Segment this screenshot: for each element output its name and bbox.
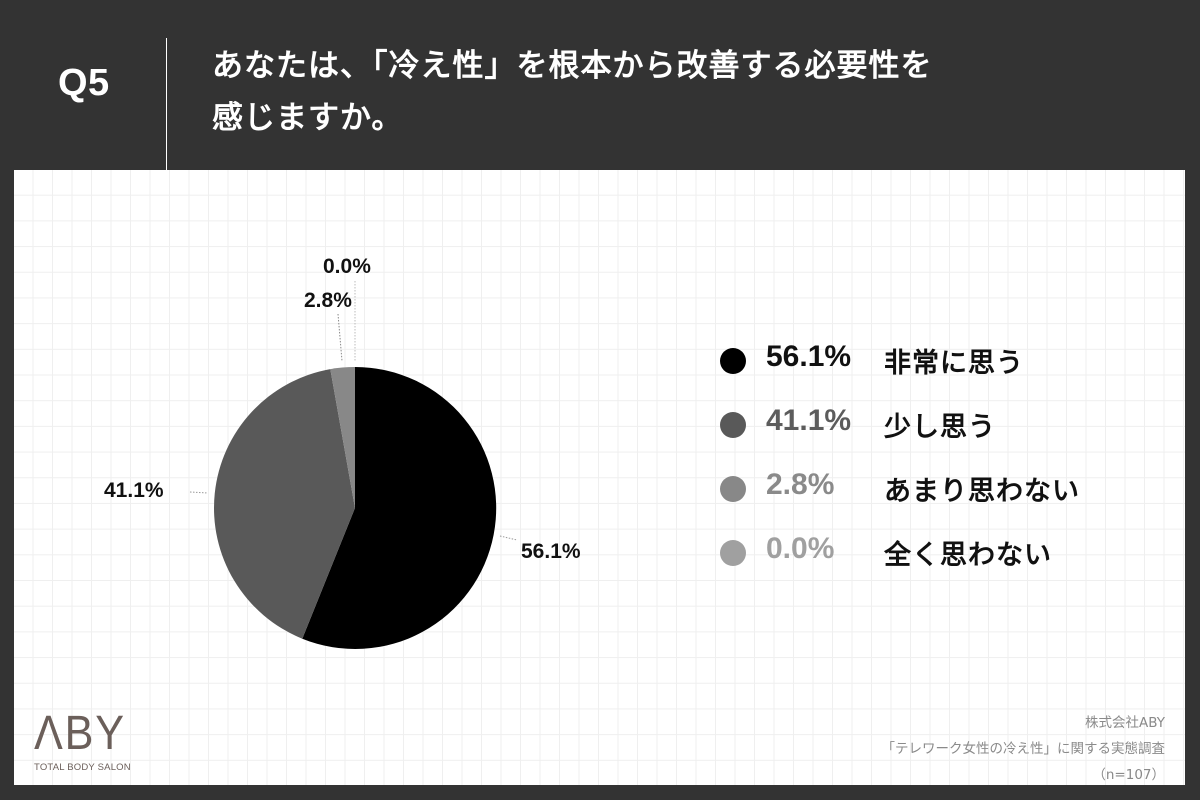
source-note: 株式会社ABY 「テレワーク女性の冷え性」に関する実態調査 （n=107）	[882, 710, 1166, 788]
legend-label: 全く思わない	[884, 540, 1052, 571]
pie-slice-somewhat	[214, 369, 355, 639]
header: Q5 あなたは、「冷え性」を根本から改善する必要性を 感じますか。	[0, 0, 1200, 170]
leader-line-2-8	[337, 313, 343, 362]
legend-label: 非常に思う	[884, 348, 1024, 379]
logo-mark: ΛBY	[34, 707, 126, 760]
legend-percent: 41.1%	[766, 404, 852, 437]
question-title: あなたは、「冷え性」を根本から改善する必要性を 感じますか。	[212, 40, 1112, 144]
legend-dot-icon	[720, 476, 746, 502]
aby-logo: ΛBY TOTAL BODY SALON	[34, 707, 136, 774]
legend-label: 少し思う	[884, 412, 996, 443]
legend-label: あまり思わない	[884, 476, 1080, 507]
header-divider	[166, 38, 167, 170]
source-company: 株式会社ABY	[1084, 715, 1165, 731]
question-title-line-2: 感じますか。	[212, 100, 404, 136]
pie-slice-not-much	[330, 366, 355, 508]
legend-dot-icon	[720, 348, 746, 374]
legend-percent: 56.1%	[766, 340, 852, 373]
logo-subtitle: TOTAL BODY SALON	[34, 762, 131, 773]
question-title-line-1: あなたは、「冷え性」を根本から改善する必要性を	[212, 48, 933, 84]
pie-label-41: 41.1%	[104, 479, 164, 502]
legend-percent: 2.8%	[766, 468, 835, 501]
chart-panel	[14, 170, 1185, 785]
pie-label-0-0: 0.0%	[323, 255, 371, 278]
question-number: Q5	[58, 62, 110, 104]
pie-label-2-8: 2.8%	[304, 289, 352, 312]
leader-line-41	[189, 491, 209, 494]
pie-label-56: 56.1%	[521, 540, 581, 563]
pie-slice-very-much	[302, 366, 497, 649]
source-survey: 「テレワーク女性の冷え性」に関する実態調査	[881, 741, 1166, 757]
legend-dot-icon	[720, 412, 746, 438]
legend-dot-icon	[720, 540, 746, 566]
leader-line-56	[499, 535, 518, 541]
source-sample: （n=107）	[1092, 767, 1165, 783]
legend-percent: 0.0%	[766, 532, 835, 565]
